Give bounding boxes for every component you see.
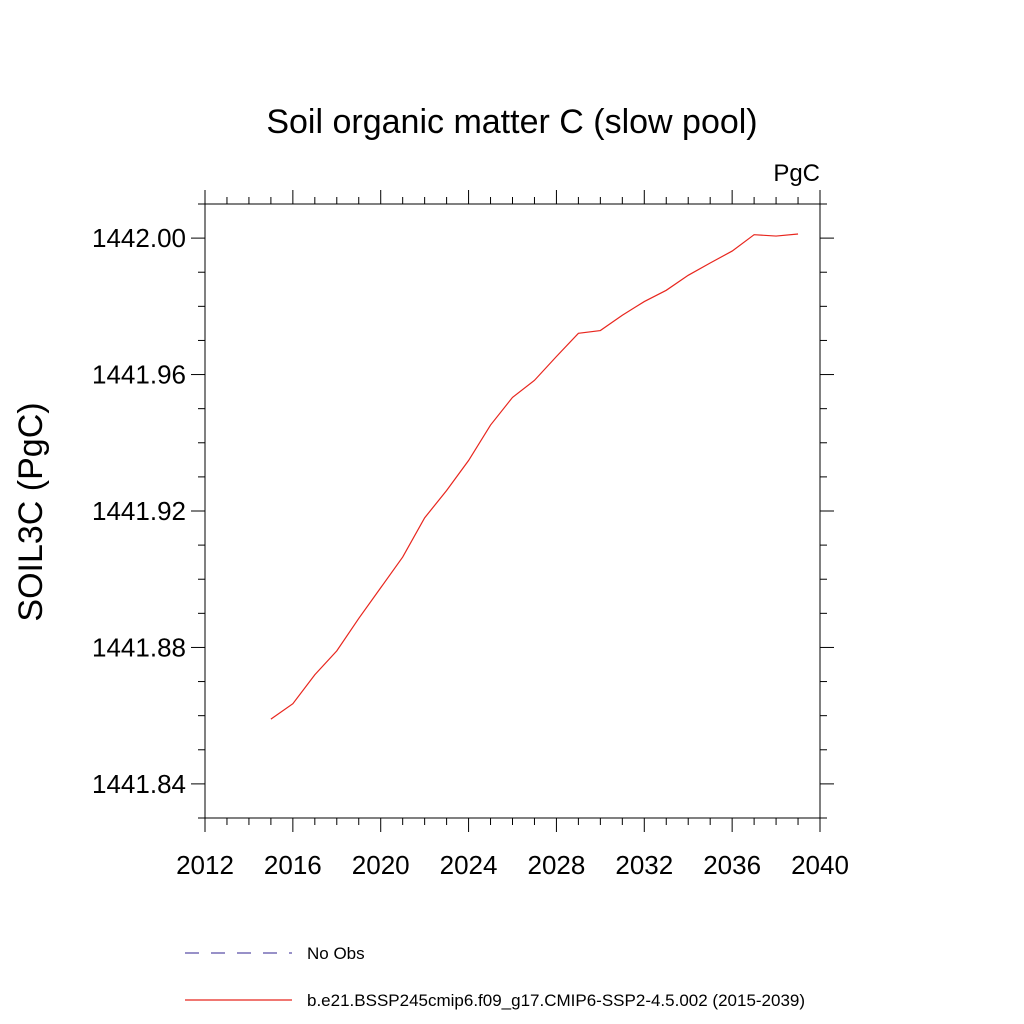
chart-title: Soil organic matter C (slow pool) (266, 103, 757, 141)
y-tick-label: 1441.84 (92, 769, 186, 799)
x-tick-label: 2024 (440, 850, 498, 880)
y-axis-label: SOIL3C (PgC) (12, 402, 50, 621)
x-tick-label: 2036 (703, 850, 761, 880)
y-tick-label: 1442.00 (92, 223, 186, 253)
x-tick-label: 2016 (264, 850, 322, 880)
legend: No Obs b.e21.BSSP245cmip6.f09_g17.CMIP6-… (185, 944, 805, 1010)
series-lines (270, 233, 799, 720)
x-tick-label: 2028 (528, 850, 586, 880)
axes: 2012 2016 2020 2024 2028 2032 2036 2040 1441.84 1… (92, 190, 849, 880)
legend-label-no-obs: No Obs (307, 944, 365, 963)
x-tick-label: 2020 (352, 850, 410, 880)
y-tick-label: 1441.88 (92, 632, 186, 662)
y-tick-label: 1441.92 (92, 496, 186, 526)
x-tick-label: 2032 (615, 850, 673, 880)
legend-label-model-run: b.e21.BSSP245cmip6.f09_g17.CMIP6-SSP2-4.… (307, 991, 805, 1010)
plot-frame (204, 203, 821, 819)
x-tick-label: 2012 (176, 850, 234, 880)
y-tick-label: 1441.96 (92, 360, 186, 390)
units-label: PgC (773, 160, 820, 187)
x-tick-label: 2040 (791, 850, 849, 880)
series-line-1 (270, 233, 799, 720)
